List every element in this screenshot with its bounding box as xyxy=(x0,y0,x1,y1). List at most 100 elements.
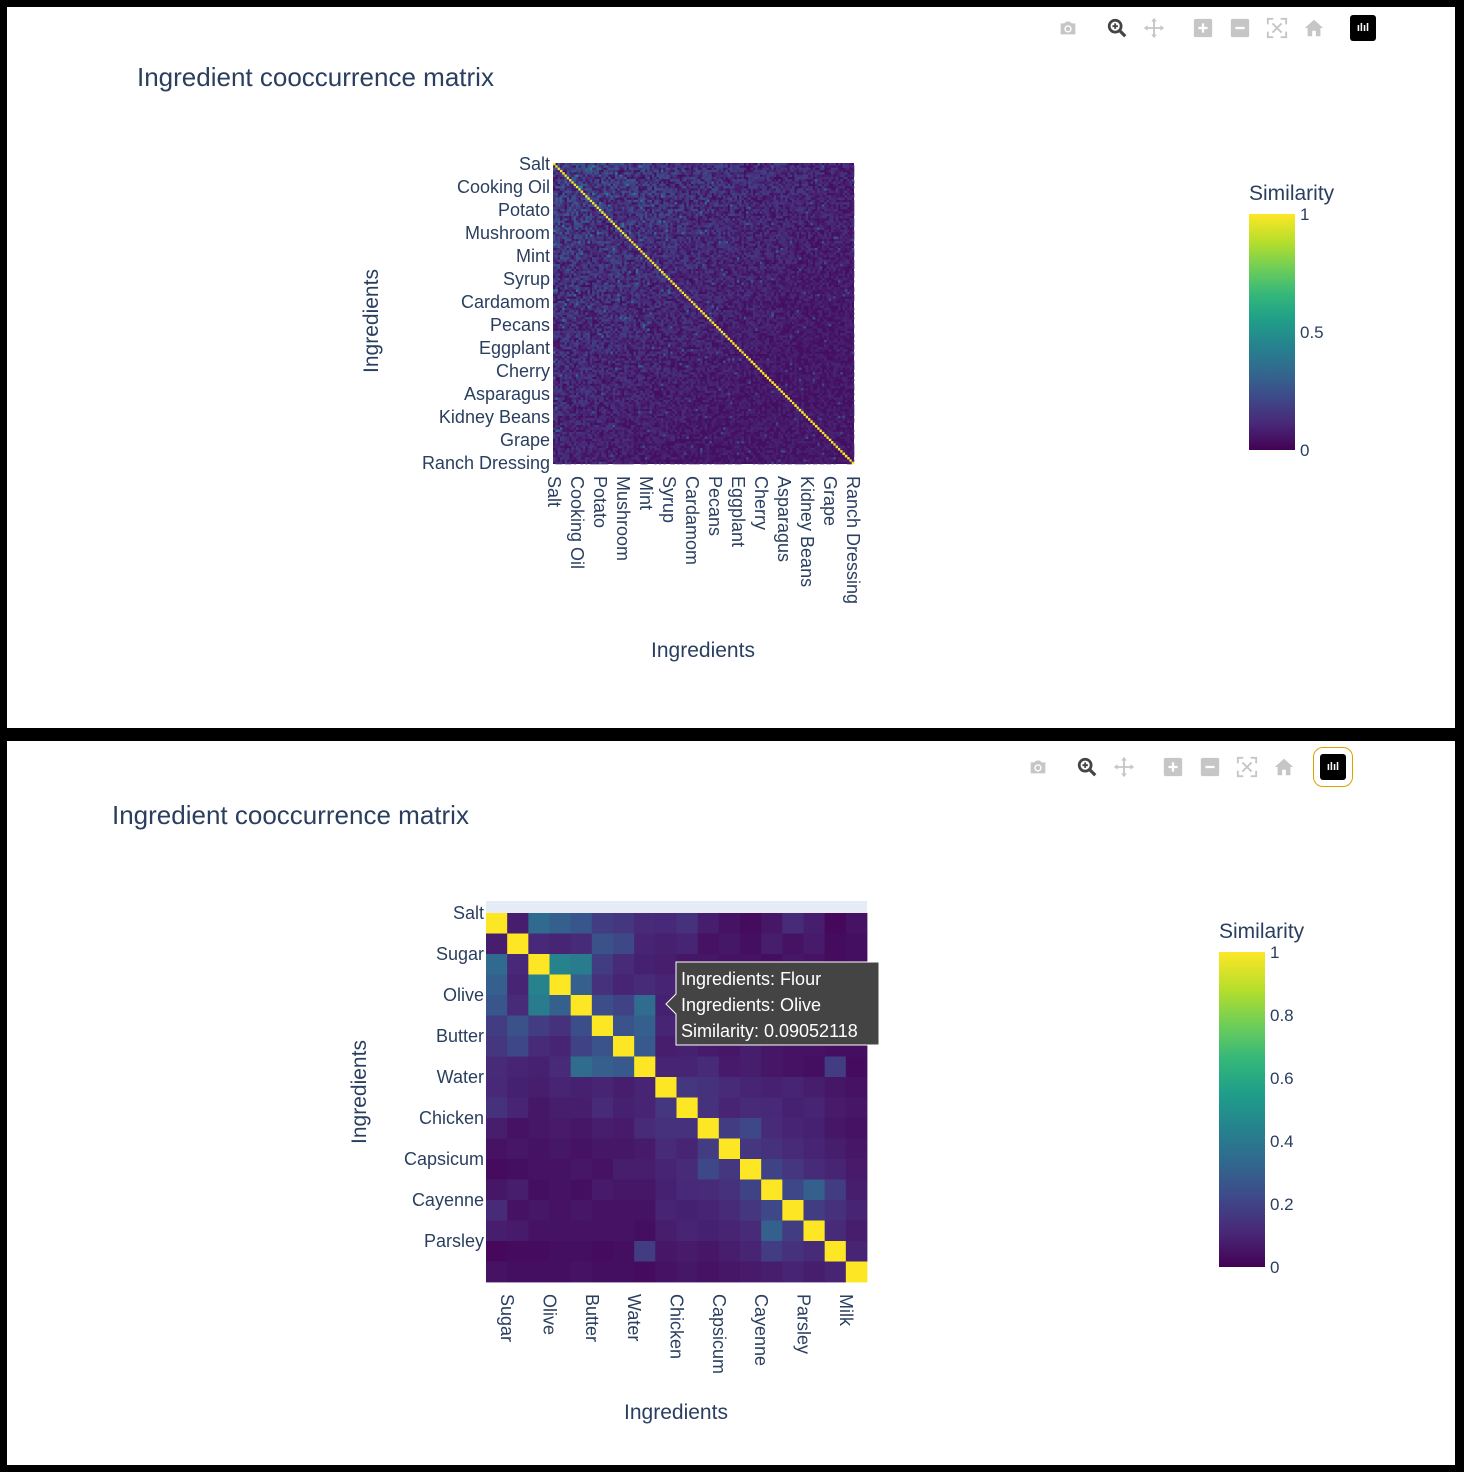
heatmap-cell[interactable] xyxy=(658,241,662,244)
heatmap-cell[interactable] xyxy=(755,261,758,265)
heatmap-cell[interactable] xyxy=(621,252,625,256)
heatmap-cell[interactable] xyxy=(812,218,816,221)
heatmap-cell[interactable] xyxy=(803,243,807,247)
heatmap-cell[interactable] xyxy=(624,206,627,210)
heatmap-cell[interactable] xyxy=(681,270,685,274)
heatmap-cell[interactable] xyxy=(743,183,747,187)
heatmap-cell[interactable] xyxy=(582,264,586,267)
heatmap-cell[interactable] xyxy=(587,248,591,251)
heatmap-cell[interactable] xyxy=(831,181,834,184)
heatmap-cell[interactable] xyxy=(752,250,756,253)
heatmap-cell[interactable] xyxy=(612,259,616,263)
heatmap-cell[interactable] xyxy=(700,169,703,173)
heatmap-cell[interactable] xyxy=(814,165,818,168)
heatmap-cell[interactable] xyxy=(596,174,600,178)
heatmap-cell[interactable] xyxy=(626,188,630,191)
heatmap-cell[interactable] xyxy=(585,172,588,175)
heatmap-cell[interactable] xyxy=(592,197,595,201)
heatmap-cell[interactable] xyxy=(656,195,659,198)
heatmap-cell[interactable] xyxy=(833,163,836,166)
heatmap-cell[interactable] xyxy=(750,174,754,178)
heatmap-cell[interactable] xyxy=(785,261,788,265)
heatmap-cell[interactable] xyxy=(557,250,561,253)
heatmap-cell[interactable] xyxy=(585,197,588,201)
heatmap-cell[interactable] xyxy=(612,199,616,203)
heatmap-cell[interactable] xyxy=(658,174,662,178)
heatmap-cell[interactable] xyxy=(651,270,655,274)
heatmap-cell[interactable] xyxy=(812,213,816,217)
heatmap-cell[interactable] xyxy=(610,181,614,184)
heatmap-cell[interactable] xyxy=(706,181,710,184)
heatmap-cell[interactable] xyxy=(621,195,625,198)
heatmap-cell[interactable] xyxy=(566,252,570,256)
heatmap-cell[interactable] xyxy=(727,234,731,237)
heatmap-cell[interactable] xyxy=(585,252,588,256)
heatmap-cell[interactable] xyxy=(564,213,568,217)
heatmap-cell[interactable] xyxy=(559,268,563,272)
heatmap-cell[interactable] xyxy=(608,165,611,168)
heatmap-cell[interactable] xyxy=(688,208,692,212)
heatmap-cell[interactable] xyxy=(553,268,556,272)
heatmap-cell[interactable] xyxy=(693,231,696,235)
heatmap-cell[interactable] xyxy=(810,248,813,251)
heatmap-cell[interactable] xyxy=(805,248,809,251)
heatmap-cell[interactable] xyxy=(805,243,809,247)
heatmap-cell[interactable] xyxy=(601,204,604,207)
heatmap-cell[interactable] xyxy=(626,236,630,240)
heatmap-cell[interactable] xyxy=(766,192,770,196)
heatmap-cell[interactable] xyxy=(796,236,800,240)
heatmap-cell[interactable] xyxy=(610,213,614,217)
heatmap-cell[interactable] xyxy=(683,261,687,265)
heatmap-cell[interactable] xyxy=(718,163,722,166)
heatmap-cell[interactable] xyxy=(817,268,820,272)
heatmap-cell[interactable] xyxy=(847,215,850,219)
heatmap-cell[interactable] xyxy=(644,218,648,221)
heatmap-cell[interactable] xyxy=(592,268,595,272)
heatmap-cell[interactable] xyxy=(559,213,563,217)
heatmap-cell[interactable] xyxy=(608,181,611,184)
heatmap-cell[interactable] xyxy=(608,213,611,217)
heatmap-cell[interactable] xyxy=(640,245,643,249)
heatmap-cell[interactable] xyxy=(601,179,604,182)
heatmap-cell[interactable] xyxy=(840,252,843,256)
heatmap-cell[interactable] xyxy=(559,238,563,242)
heatmap-cell[interactable] xyxy=(732,229,735,233)
heatmap-cell[interactable] xyxy=(803,163,807,166)
heatmap-cell[interactable] xyxy=(729,241,733,244)
heatmap-cell[interactable] xyxy=(757,181,761,184)
heatmap-cell[interactable] xyxy=(638,183,641,187)
heatmap-cell[interactable] xyxy=(693,185,696,189)
heatmap-cell[interactable] xyxy=(683,254,687,258)
heatmap-cell[interactable] xyxy=(766,165,770,168)
heatmap-cell[interactable] xyxy=(801,238,804,242)
heatmap-cell[interactable] xyxy=(564,254,568,258)
heatmap-cell[interactable] xyxy=(706,211,710,214)
heatmap-cell[interactable] xyxy=(575,231,579,235)
heatmap-cell[interactable] xyxy=(677,243,680,247)
heatmap-cell[interactable] xyxy=(789,270,793,274)
heatmap-cell[interactable] xyxy=(633,206,637,210)
heatmap-cell[interactable] xyxy=(564,225,568,228)
heatmap-cell[interactable] xyxy=(587,190,591,194)
heatmap-cell[interactable] xyxy=(642,236,646,240)
heatmap-cell[interactable] xyxy=(773,174,777,178)
heatmap-cell[interactable] xyxy=(642,231,646,235)
heatmap-cell[interactable] xyxy=(615,208,618,212)
heatmap-cell[interactable] xyxy=(559,169,563,173)
heatmap-cell[interactable] xyxy=(828,248,832,251)
heatmap-cell[interactable] xyxy=(789,225,793,228)
heatmap-cell[interactable] xyxy=(670,195,673,198)
heatmap-cell[interactable] xyxy=(734,185,738,189)
heatmap-cell[interactable] xyxy=(580,268,584,272)
heatmap-cell[interactable] xyxy=(704,222,708,226)
heatmap-cell[interactable] xyxy=(624,211,627,214)
heatmap-cell[interactable] xyxy=(803,176,807,180)
heatmap-cell[interactable] xyxy=(644,241,648,244)
heatmap-cell[interactable] xyxy=(837,195,841,198)
heatmap-cell[interactable] xyxy=(594,190,597,194)
heatmap-cell[interactable] xyxy=(631,229,634,233)
heatmap-cell[interactable] xyxy=(778,231,781,235)
heatmap-cell[interactable] xyxy=(798,204,802,207)
heatmap-cell[interactable] xyxy=(768,238,772,242)
heatmap-cell[interactable] xyxy=(739,167,742,171)
